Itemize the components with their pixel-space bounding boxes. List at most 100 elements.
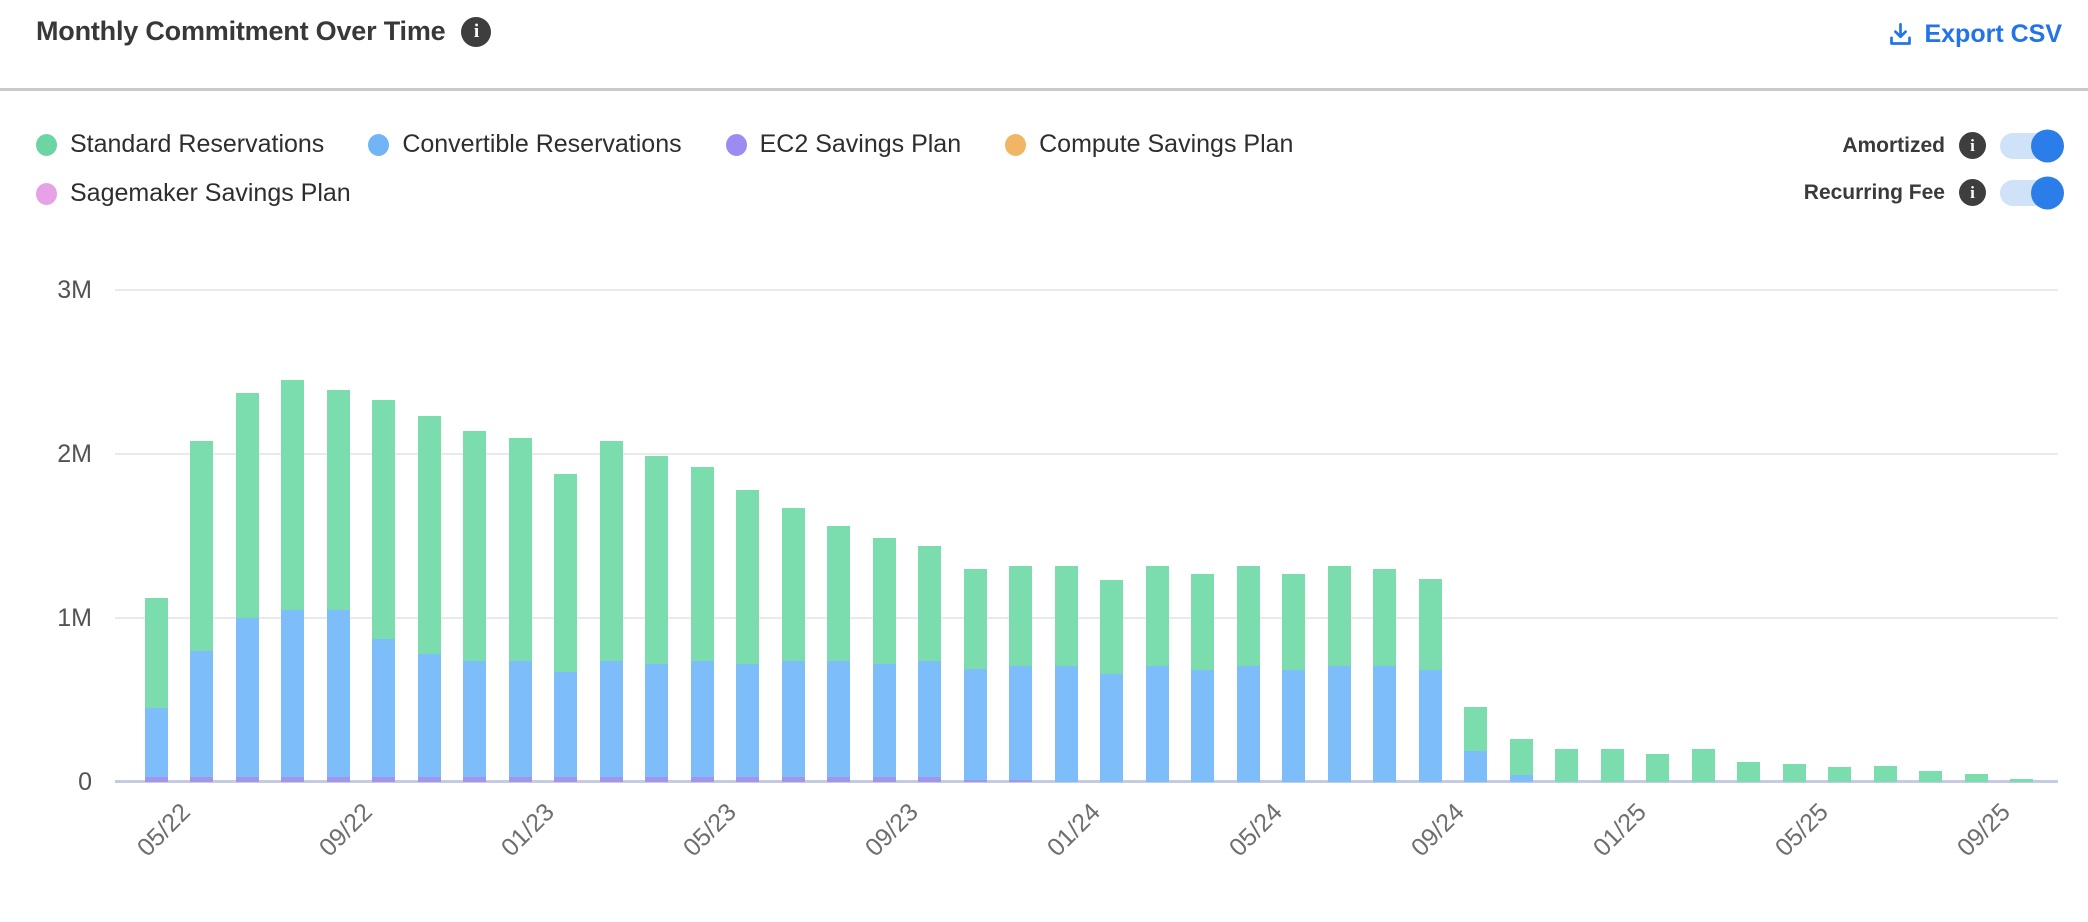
bar-10/22[interactable] xyxy=(372,399,395,782)
bar-01/25[interactable] xyxy=(1600,749,1624,782)
x-axis-label: 01/25 xyxy=(1587,798,1652,863)
toggle-row-recurring-fee: Recurring Fee i xyxy=(1803,176,2064,209)
header: Monthly Commitment Over Time i Export CS… xyxy=(0,0,2088,88)
title-info-icon[interactable]: i xyxy=(461,16,492,47)
bar-segment-convertible-reservations xyxy=(690,660,714,778)
bar-segment-standard-reservations xyxy=(1509,739,1533,776)
page-title: Monthly Commitment Over Time xyxy=(36,16,446,46)
bar-segment-standard-reservations xyxy=(1236,565,1260,666)
x-axis-label: 09/24 xyxy=(1405,798,1470,863)
bar-segment-convertible-reservations xyxy=(963,668,987,781)
bar-segment-standard-reservations xyxy=(1009,565,1032,666)
y-axis-label: 1M xyxy=(57,604,92,632)
bar-segment-standard-reservations xyxy=(1100,580,1123,674)
legend-item-compute-savings-plan[interactable]: Compute Savings Plan xyxy=(1005,130,1293,159)
legend-dot-icon xyxy=(1005,133,1027,156)
bar-08/24[interactable] xyxy=(1373,568,1396,782)
export-csv-button[interactable]: Export CSV xyxy=(1887,20,2062,49)
bar-segment-standard-reservations xyxy=(2010,778,2033,782)
bar-segment-standard-reservations xyxy=(417,416,441,655)
recurring-fee-toggle[interactable] xyxy=(2000,176,2064,209)
bar-segment-convertible-reservations xyxy=(827,660,850,778)
bar-12/24[interactable] xyxy=(1555,749,1578,782)
bar-05/25[interactable] xyxy=(1782,763,1806,782)
bar-06/24[interactable] xyxy=(1282,573,1305,782)
bar-02/23[interactable] xyxy=(554,473,577,782)
bar-05/24[interactable] xyxy=(1236,565,1260,782)
bar-03/23[interactable] xyxy=(599,440,623,782)
bar-11/24[interactable] xyxy=(1509,739,1533,782)
bar-08/23[interactable] xyxy=(827,526,850,782)
bar-segment-ec2-savings-plan xyxy=(1009,780,1032,782)
bar-11/23[interactable] xyxy=(963,568,987,782)
bar-segment-convertible-reservations xyxy=(554,672,577,778)
bar-10/25[interactable] xyxy=(2010,778,2033,782)
bar-segment-standard-reservations xyxy=(1373,568,1396,666)
recurring-fee-info-icon[interactable]: i xyxy=(1959,179,1986,206)
bar-08/25[interactable] xyxy=(1919,770,1942,782)
bar-segment-convertible-reservations xyxy=(918,660,941,778)
legend-item-convertible-reservations[interactable]: Convertible Reservations xyxy=(368,130,682,159)
amortized-info-icon[interactable]: i xyxy=(1959,132,1986,159)
bar-05/23[interactable] xyxy=(690,467,714,782)
bar-segment-convertible-reservations xyxy=(463,660,486,778)
x-axis-label: 05/24 xyxy=(1223,798,1288,863)
bar-06/25[interactable] xyxy=(1828,767,1851,782)
bar-09/24[interactable] xyxy=(1418,578,1442,782)
bar-segment-convertible-reservations xyxy=(235,618,259,778)
bar-02/24[interactable] xyxy=(1100,580,1123,782)
bar-04/25[interactable] xyxy=(1737,762,1760,782)
bar-01/23[interactable] xyxy=(508,437,532,782)
bar-03/25[interactable] xyxy=(1691,749,1715,782)
bar-07/23[interactable] xyxy=(781,508,805,782)
bar-09/25[interactable] xyxy=(1964,773,1988,782)
bar-12/22[interactable] xyxy=(463,431,486,782)
bar-06/23[interactable] xyxy=(736,490,759,782)
bar-segment-ec2-savings-plan xyxy=(372,777,395,782)
amortized-toggle[interactable] xyxy=(2000,129,2064,162)
amortized-label: Amortized xyxy=(1842,133,1945,157)
recurring-fee-label: Recurring Fee xyxy=(1803,180,1945,204)
bar-12/23[interactable] xyxy=(1009,565,1032,782)
bar-segment-standard-reservations xyxy=(690,467,714,661)
bar-02/25[interactable] xyxy=(1646,754,1669,782)
bar-segment-standard-reservations xyxy=(1646,754,1669,782)
bar-segment-convertible-reservations xyxy=(144,708,168,778)
bar-05/22[interactable] xyxy=(144,598,168,782)
bar-segment-standard-reservations xyxy=(463,431,486,661)
bar-segment-ec2-savings-plan xyxy=(599,777,623,782)
bar-09/23[interactable] xyxy=(872,537,896,782)
bar-11/22[interactable] xyxy=(417,416,441,782)
bar-07/22[interactable] xyxy=(235,393,259,782)
bar-segment-ec2-savings-plan xyxy=(235,777,259,782)
bar-segment-convertible-reservations xyxy=(1145,665,1169,782)
legend-item-sagemaker-savings-plan[interactable]: Sagemaker Savings Plan xyxy=(36,179,351,208)
bar-segment-ec2-savings-plan xyxy=(690,777,714,782)
bar-06/22[interactable] xyxy=(190,440,213,782)
bar-segment-standard-reservations xyxy=(508,437,532,661)
bar-04/24[interactable] xyxy=(1191,573,1214,782)
legend-item-standard-reservations[interactable]: Standard Reservations xyxy=(36,130,324,159)
gridline xyxy=(115,617,2058,619)
bar-segment-ec2-savings-plan xyxy=(508,777,532,782)
bar-08/22[interactable] xyxy=(281,380,304,782)
bar-07/24[interactable] xyxy=(1327,565,1351,782)
bar-segment-ec2-savings-plan xyxy=(190,777,213,782)
bar-segment-standard-reservations xyxy=(1464,706,1487,751)
bar-03/24[interactable] xyxy=(1145,565,1169,782)
bar-10/23[interactable] xyxy=(918,545,941,782)
bar-segment-convertible-reservations xyxy=(1236,665,1260,782)
bar-segment-standard-reservations xyxy=(1964,773,1988,782)
legend-item-ec2-savings-plan[interactable]: EC2 Savings Plan xyxy=(725,130,961,159)
bar-segment-convertible-reservations xyxy=(1282,670,1305,782)
bar-04/23[interactable] xyxy=(645,455,668,782)
bar-10/24[interactable] xyxy=(1464,706,1487,782)
bar-01/24[interactable] xyxy=(1054,565,1078,782)
legend-dot-icon xyxy=(36,133,57,156)
bar-segment-convertible-reservations xyxy=(1373,665,1396,782)
bar-07/25[interactable] xyxy=(1873,765,1897,782)
bar-09/22[interactable] xyxy=(326,390,350,782)
legend-label: Standard Reservations xyxy=(70,130,325,158)
legend-label: Convertible Reservations xyxy=(402,130,682,158)
toggle-knob xyxy=(2031,176,2064,209)
